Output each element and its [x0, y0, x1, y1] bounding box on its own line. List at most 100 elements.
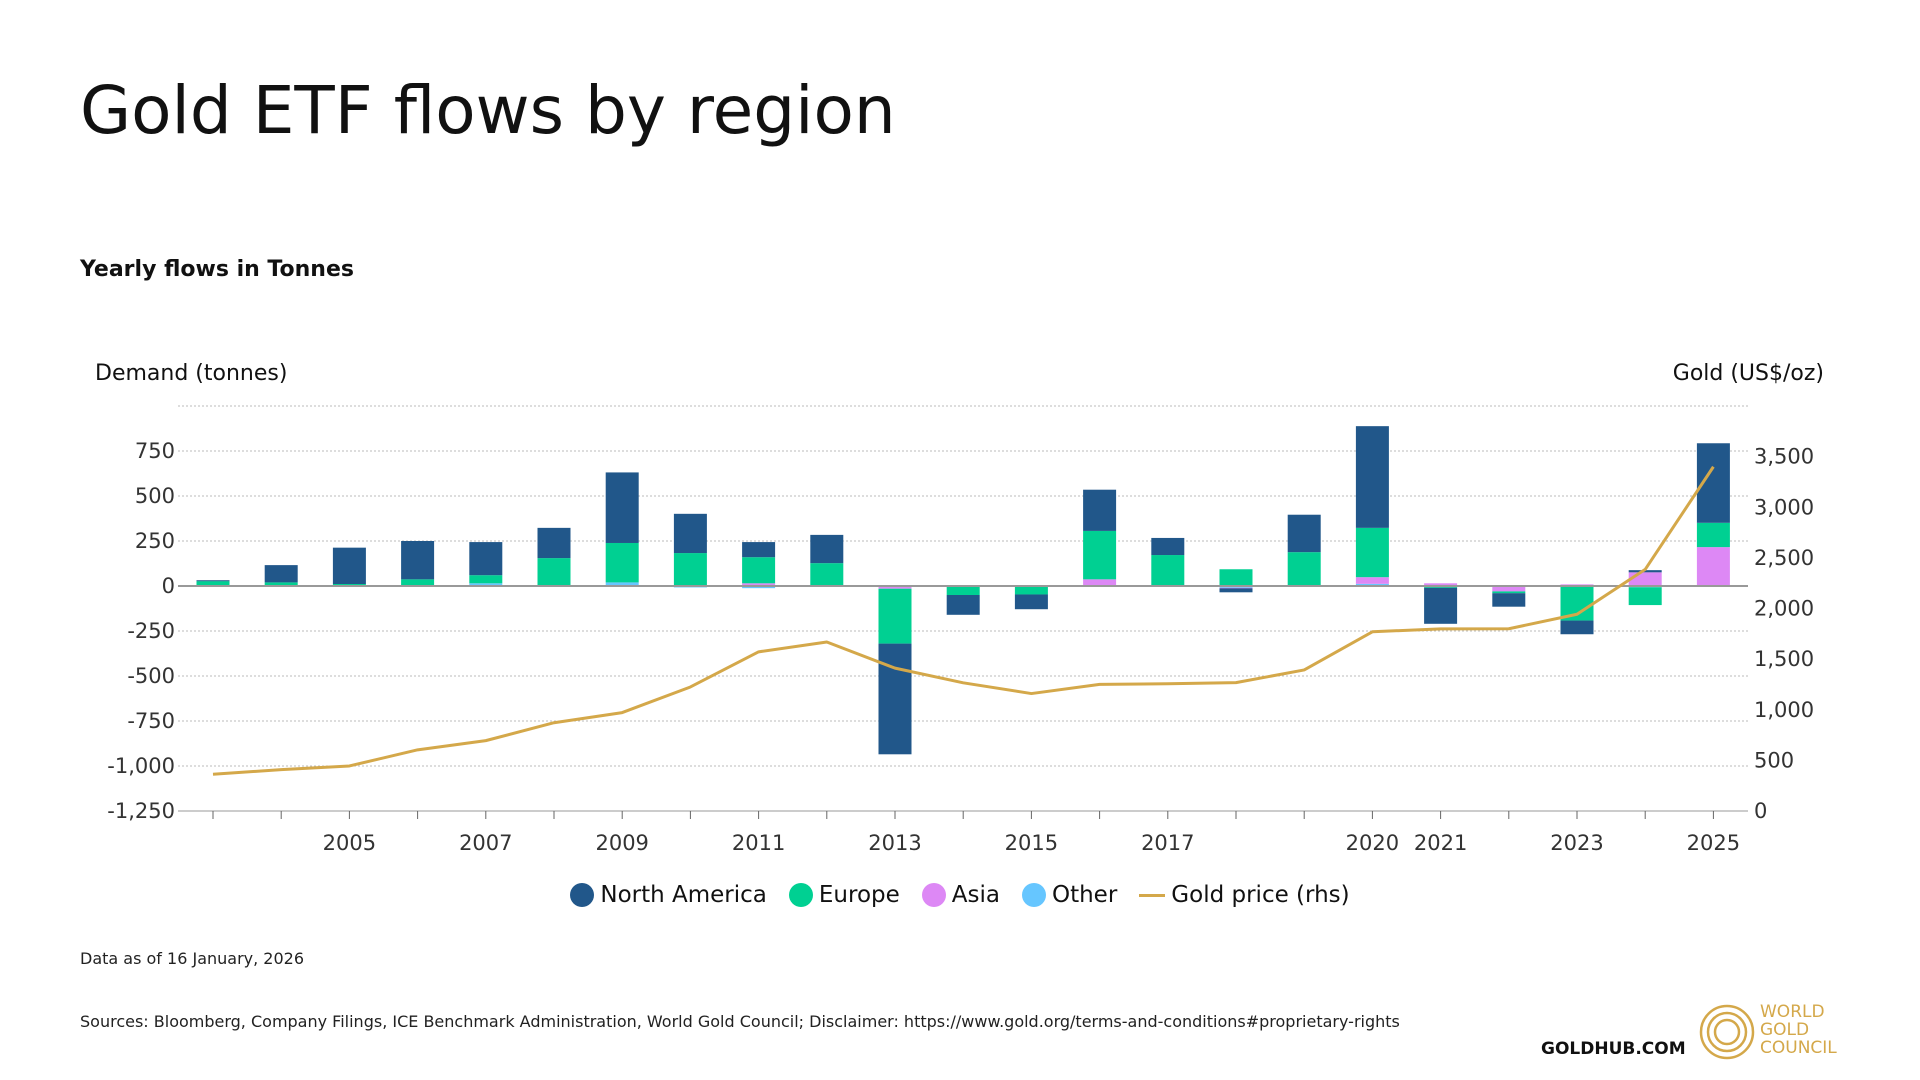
bar-segment-europe — [537, 558, 571, 586]
bar-segment-north-america — [673, 513, 707, 554]
bar-segment-europe — [1083, 530, 1117, 580]
logo-word: GOLD — [1760, 1020, 1810, 1040]
bar-segment-europe — [196, 581, 230, 586]
bar-segment-north-america — [401, 541, 435, 580]
x-tick-label: 2013 — [868, 831, 921, 855]
bar-segment-asia — [878, 586, 912, 589]
y-axis-left-label: Demand (tonnes) — [95, 361, 288, 386]
bar-segment-europe — [1628, 587, 1662, 606]
bar-segment-europe — [946, 586, 980, 595]
bar-segment-north-america — [1492, 593, 1526, 607]
legend-item-north-america[interactable]: North America — [570, 882, 767, 908]
y2-tick-label: 0 — [1754, 799, 1767, 823]
y-tick-label: -1,250 — [107, 799, 175, 823]
bar-segment-europe — [878, 588, 912, 644]
bar-segment-asia — [742, 583, 776, 586]
bar-segment-north-america — [469, 542, 503, 576]
bar-segment-north-america — [196, 580, 230, 582]
legend-item-europe[interactable]: Europe — [788, 882, 900, 908]
y2-tick-label: 2,000 — [1754, 597, 1814, 621]
legend-swatch-icon — [1021, 883, 1046, 907]
bar-segment-europe — [1219, 569, 1253, 586]
logo-word: WORLD — [1760, 1002, 1825, 1022]
y-tick-label: -250 — [127, 619, 175, 643]
y2-tick-label: 3,500 — [1754, 445, 1814, 469]
bar-segment-europe — [1492, 591, 1526, 594]
chart-plot: 750 500 250 0 -250 -500 -750 -1,000 -1,250 3,500 3… — [107, 405, 1814, 855]
bar-segment-europe — [264, 582, 298, 586]
y-axis-right-label: Gold (US$/oz) — [1672, 361, 1824, 386]
x-tick-label: 2021 — [1414, 831, 1467, 855]
bar-segment-north-america — [264, 565, 298, 583]
bar-segment-europe — [605, 542, 639, 583]
bar-segment-north-america — [1355, 426, 1389, 528]
x-tick-label: 2025 — [1687, 831, 1740, 855]
bar-segment-north-america — [810, 534, 844, 564]
y-tick-label: -750 — [127, 709, 175, 733]
bar-segment-europe — [1014, 586, 1048, 595]
y-tick-label: -1,000 — [107, 754, 175, 778]
bar-segment-north-america — [1628, 570, 1662, 573]
sources-note: Sources: Bloomberg, Company Filings, ICE… — [80, 1012, 1400, 1031]
bar-segment-north-america — [332, 547, 366, 585]
y-tick-label: 250 — [135, 529, 175, 553]
bar-segment-north-america — [1560, 620, 1594, 635]
y2-tick-label: 1,500 — [1754, 647, 1814, 671]
bar-segment-other — [742, 586, 776, 589]
y-tick-label: 0 — [162, 574, 175, 598]
legend-label: Other — [1051, 882, 1118, 908]
y-tick-label: 750 — [135, 439, 175, 463]
legend-item-asia[interactable]: Asia — [921, 882, 1000, 908]
bar-segment-asia — [1628, 572, 1662, 586]
bar-segment-asia — [1424, 583, 1458, 586]
legend-swatch-icon — [570, 883, 595, 907]
x-tick-label: 2007 — [459, 831, 512, 855]
bar-segment-north-america — [1151, 537, 1185, 556]
bar-segment-north-america — [946, 595, 980, 615]
bar-segment-europe — [469, 575, 503, 584]
legend-label: North America — [600, 882, 767, 908]
bar-segment-north-america — [537, 527, 571, 559]
legend-swatch-icon — [788, 883, 813, 907]
y2-tick-label: 500 — [1754, 748, 1794, 772]
legend-item-gold-price[interactable]: Gold price (rhs) — [1139, 882, 1350, 908]
bar-segment-north-america — [605, 472, 639, 543]
bar-segment-other — [469, 583, 503, 586]
legend-label: Europe — [818, 882, 900, 908]
logo-text: WORLD GOLD COUNCIL — [1760, 1003, 1837, 1057]
bar-segment-north-america — [1219, 588, 1253, 593]
bar-segment-asia — [1696, 547, 1730, 586]
y-tick-label: 500 — [135, 484, 175, 508]
bar-segment-other — [605, 582, 639, 586]
chart-subtitle: Yearly flows in Tonnes — [80, 257, 354, 282]
bar-segment-asia — [1219, 587, 1253, 589]
bar-segment-north-america — [742, 542, 776, 558]
bar-segment-north-america — [878, 643, 912, 755]
data-as-of-note: Data as of 16 January, 2026 — [80, 949, 305, 968]
x-tick-label: 2011 — [732, 831, 785, 855]
y-tick-label: -500 — [127, 664, 175, 688]
bar-segment-europe — [1355, 527, 1389, 578]
bar-segment-europe — [673, 553, 707, 586]
bar-segment-other — [1355, 583, 1389, 586]
bar-segment-asia — [1083, 579, 1117, 586]
bar-segment-asia — [1355, 577, 1389, 584]
x-tick-label: 2020 — [1346, 831, 1399, 855]
bar-segment-europe — [742, 557, 776, 584]
bar-segment-north-america — [1014, 594, 1048, 610]
x-tick-label: 2005 — [323, 831, 376, 855]
goldhub-link[interactable]: GOLDHUB.COM — [1541, 1039, 1686, 1059]
bar-segment-europe — [332, 584, 366, 586]
x-tick-label: 2017 — [1141, 831, 1194, 855]
x-tick-label: 2023 — [1550, 831, 1603, 855]
logo-word: COUNCIL — [1760, 1038, 1837, 1058]
bar-segment-asia — [1492, 586, 1526, 592]
y2-tick-label: 1,000 — [1754, 698, 1814, 722]
legend-label: Gold price (rhs) — [1171, 882, 1350, 908]
x-tick-label: 2015 — [1005, 831, 1058, 855]
chart-title: Gold ETF flows by region — [80, 72, 896, 149]
bar-segment-north-america — [1083, 489, 1117, 531]
bar-segment-europe — [1287, 552, 1321, 586]
world-gold-council-logo-icon — [1699, 1004, 1755, 1060]
legend-item-other[interactable]: Other — [1021, 882, 1118, 908]
